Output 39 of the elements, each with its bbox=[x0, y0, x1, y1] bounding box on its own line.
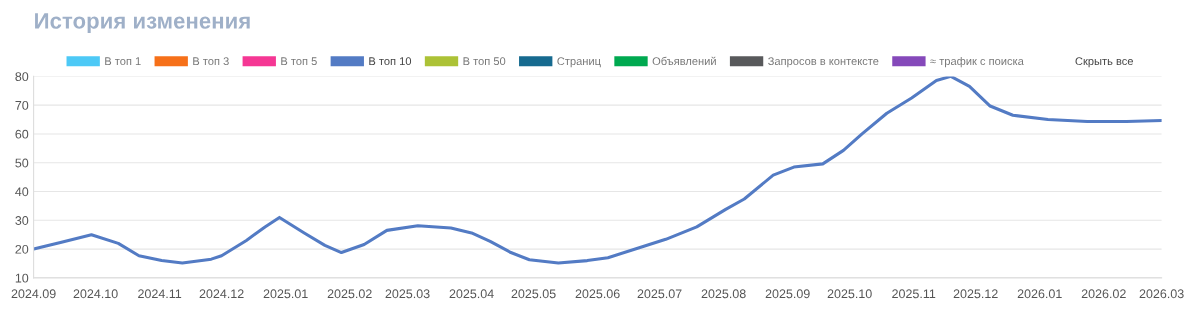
y-tick-label: 40 bbox=[15, 187, 29, 197]
legend-label: В топ 5 bbox=[281, 57, 317, 66]
y-tick-label: 50 bbox=[15, 158, 29, 168]
x-tick-label: 2024.10 bbox=[73, 289, 118, 299]
legend-label: Страниц bbox=[557, 57, 601, 68]
x-tick-label: 2025.05 bbox=[511, 289, 556, 299]
x-tick-label: 2026.01 bbox=[1017, 289, 1062, 299]
x-tick-label: 2025.07 bbox=[637, 289, 682, 299]
x-tick-label: 2025.02 bbox=[327, 289, 372, 299]
y-tick-label: 30 bbox=[15, 216, 29, 225]
legend-label: Объявлений bbox=[652, 56, 716, 66]
x-tick-label: 2025.11 bbox=[892, 289, 936, 299]
x-tick-label: 2025.03 bbox=[385, 289, 430, 299]
legend-label: ≈ трафик с поиска bbox=[930, 56, 1024, 68]
line-series bbox=[33, 76, 1162, 265]
x-tick-label: 2025.09 bbox=[765, 289, 810, 299]
legend-label: В топ 1 bbox=[105, 57, 141, 66]
x-tick-label: 2025.12 bbox=[953, 289, 998, 299]
y-tick-label: 70 bbox=[15, 100, 29, 110]
x-tick-label: 2026.03 bbox=[1139, 289, 1184, 299]
y-tick-label: 10 bbox=[15, 273, 29, 283]
legend-label: Запросов в контексте bbox=[768, 57, 879, 68]
x-tick-label: 2025.04 bbox=[449, 289, 494, 299]
x-tick-label: 2024.11 bbox=[138, 289, 182, 299]
x-tick-label: 2025.01 bbox=[263, 289, 308, 299]
legend-label: В топ 10 bbox=[369, 57, 412, 66]
chart-title: История изменения bbox=[35, 13, 250, 34]
legend-label: В топ 50 bbox=[463, 57, 506, 66]
x-tick-label: 2025.08 bbox=[701, 289, 746, 299]
x-tick-label: 2025.06 bbox=[575, 289, 620, 299]
y-tick-label: 80 bbox=[15, 72, 29, 82]
x-tick-label: 2024.12 bbox=[199, 289, 244, 299]
x-tick-label: 2024.09 bbox=[11, 289, 56, 299]
y-tick-label: 60 bbox=[15, 129, 29, 139]
legend-label: В топ 3 bbox=[193, 57, 229, 66]
y-tick-label: 20 bbox=[15, 244, 29, 254]
x-tick-label: 2026.02 bbox=[1081, 289, 1126, 299]
text: Скрыть все bbox=[1075, 57, 1133, 68]
x-tick-label: 2025.10 bbox=[827, 289, 872, 299]
